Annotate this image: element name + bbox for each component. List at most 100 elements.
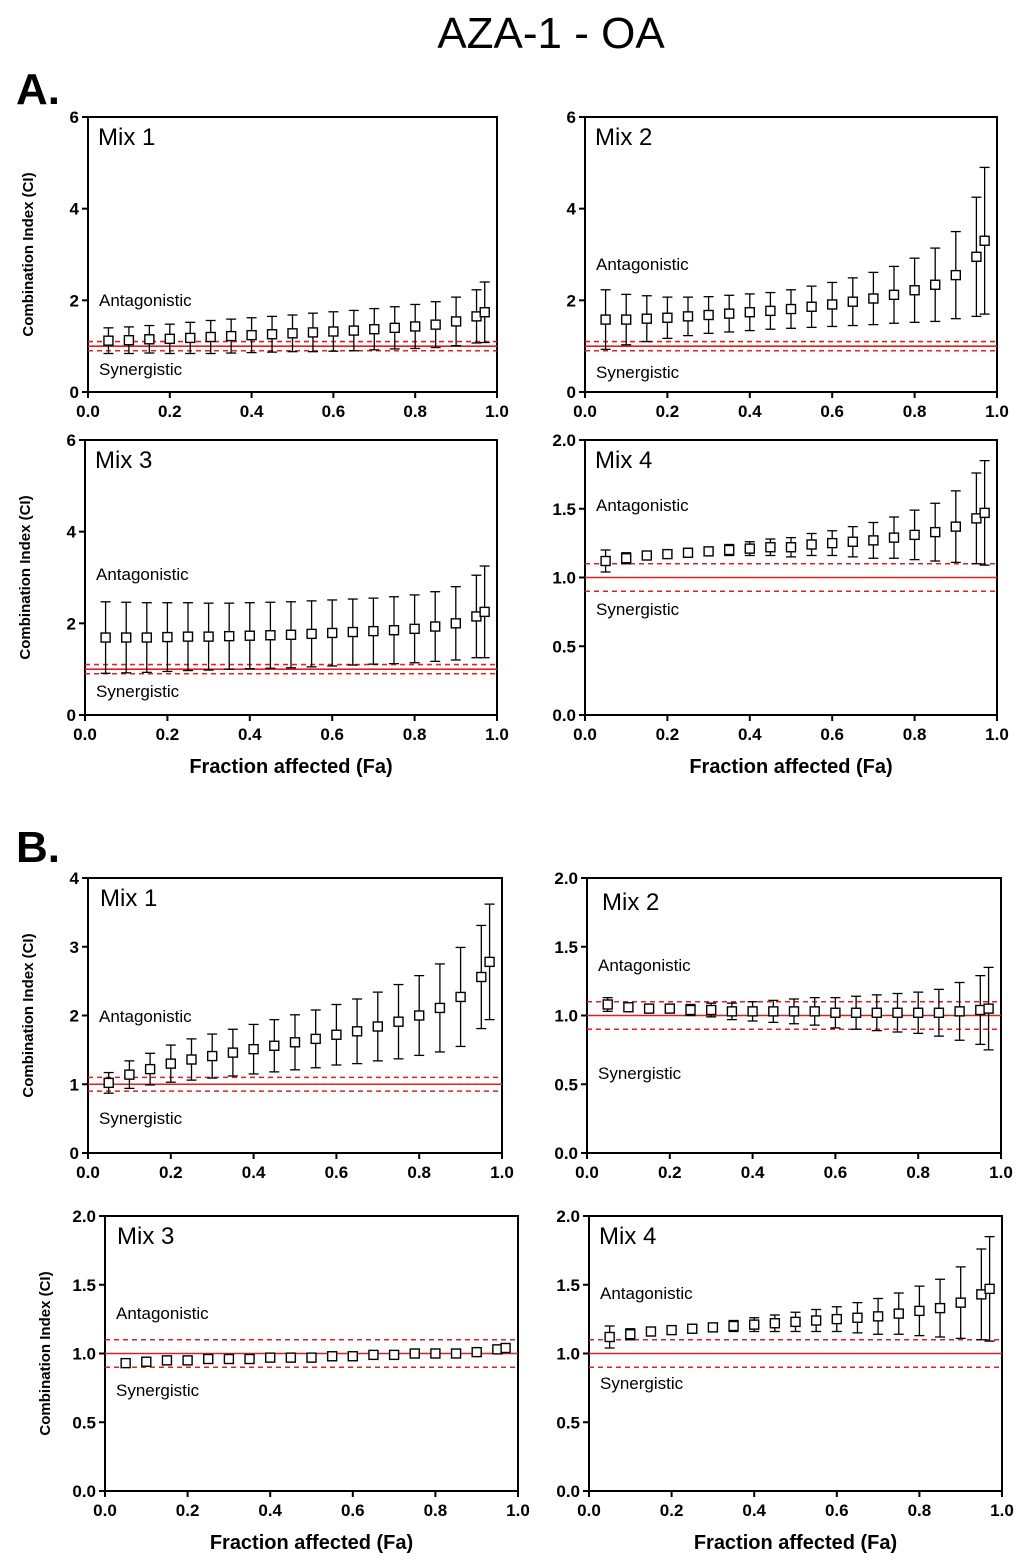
antagonistic-label: Antagonistic <box>600 1284 693 1303</box>
data-point <box>123 335 135 346</box>
x-tick-label: 0.0 <box>573 402 597 421</box>
x-tick-label: 0.0 <box>73 725 97 744</box>
data-point <box>500 1342 511 1354</box>
data-point <box>471 1346 482 1358</box>
data-point <box>368 1349 379 1361</box>
data-point <box>161 1355 173 1366</box>
y-tick-label: 2.0 <box>72 1207 96 1226</box>
panel-title: Mix 1 <box>98 124 155 151</box>
data-point <box>703 546 714 557</box>
y-tick-label: 1.5 <box>554 938 578 957</box>
data-point <box>410 321 421 332</box>
synergistic-label: Synergistic <box>96 682 180 701</box>
data-point <box>285 1352 297 1363</box>
data-point <box>244 630 256 641</box>
y-tick-label: 0.0 <box>72 1482 96 1501</box>
x-tick-label: 0.2 <box>656 402 680 421</box>
data-point <box>707 1322 719 1333</box>
data-point <box>747 1006 758 1017</box>
panel-b-mix-2: 0.0 0.2 0.4 0.6 0.8 1.0 0.0 0.5 1.0 1.5 2.0 Mix 2 An… <box>554 869 1012 1182</box>
x-tick-label: 0.2 <box>658 1163 682 1182</box>
x-tick-label: 1.0 <box>990 1501 1014 1520</box>
data-point <box>182 631 194 642</box>
y-tick-label: 1 <box>70 1075 79 1094</box>
panel-title: Mix 3 <box>117 1223 174 1250</box>
y-tick-label: 0.5 <box>72 1413 96 1432</box>
data-point <box>909 285 920 296</box>
data-point <box>203 631 214 642</box>
data-point <box>600 555 611 567</box>
data-point <box>827 537 838 549</box>
x-tick-label: 1.0 <box>506 1501 530 1520</box>
x-tick-label: 0.4 <box>258 1501 282 1520</box>
data-point <box>347 1351 358 1362</box>
data-point <box>455 991 466 1003</box>
x-tick-label: 0.8 <box>903 725 927 744</box>
data-point <box>950 269 961 281</box>
data-point <box>831 1313 842 1325</box>
x-tick-label: 0.8 <box>903 402 927 421</box>
x-tick-label: 0.6 <box>824 1163 848 1182</box>
data-point <box>768 1006 779 1017</box>
data-point <box>827 299 838 310</box>
data-point <box>372 1021 383 1032</box>
y-tick-label: 2.0 <box>556 1207 580 1226</box>
data-point <box>950 521 961 532</box>
x-axis-title: Fraction affected (Fa) <box>210 1532 413 1554</box>
data-point <box>806 301 817 312</box>
y-tick-label: 0.0 <box>554 1144 578 1163</box>
x-tick-label: 0.6 <box>320 725 344 744</box>
panel-a-mix-4: 0.0 0.2 0.4 0.6 0.8 1.0 0.0 0.5 1.0 1.5 2.0 Mix 4 An… <box>552 431 1008 778</box>
data-point <box>979 507 990 519</box>
y-tick-label: 4 <box>67 523 77 542</box>
y-tick-label: 0.0 <box>556 1482 580 1501</box>
y-tick-label: 2.0 <box>552 431 576 450</box>
data-point <box>830 1007 841 1018</box>
data-point <box>685 1004 696 1016</box>
data-point <box>388 1349 400 1361</box>
y-axis-title: Combination Index (CI) <box>37 1271 54 1435</box>
data-point <box>933 1007 945 1018</box>
panel-title: Mix 3 <box>95 447 152 474</box>
y-tick-label: 6 <box>70 108 79 127</box>
data-point <box>806 539 817 550</box>
panel-b-mix-1: 0.0 0.2 0.4 0.6 0.8 1.0 0 1 2 3 4 Mix 1 Antagonistic… <box>20 869 514 1182</box>
data-point <box>164 333 176 345</box>
x-tick-label: 0.0 <box>76 402 100 421</box>
y-tick-label: 0 <box>70 1144 79 1163</box>
x-tick-label: 0.2 <box>158 402 182 421</box>
synergistic-label: Synergistic <box>596 600 680 619</box>
data-point <box>430 1348 441 1359</box>
data-point <box>307 327 319 338</box>
y-tick-label: 2 <box>567 291 576 310</box>
data-point <box>269 1040 280 1051</box>
y-tick-label: 1.0 <box>554 1007 578 1026</box>
data-point <box>328 326 339 337</box>
data-point <box>141 1356 152 1367</box>
data-point <box>871 1007 882 1018</box>
data-point <box>868 293 879 304</box>
data-point <box>769 1318 781 1329</box>
data-point <box>602 999 613 1010</box>
data-point <box>141 632 153 643</box>
data-point <box>327 627 338 639</box>
x-tick-label: 0.4 <box>238 725 262 744</box>
data-point <box>388 625 400 636</box>
data-point <box>625 1329 636 1340</box>
data-point <box>621 553 632 564</box>
antagonistic-label: Antagonistic <box>596 496 689 515</box>
data-point <box>847 536 858 547</box>
y-tick-label: 1.0 <box>552 569 576 588</box>
synergistic-label: Synergistic <box>99 1109 183 1128</box>
antagonistic-label: Antagonistic <box>99 1007 192 1026</box>
data-point <box>265 630 276 641</box>
data-point <box>979 235 990 246</box>
data-point <box>203 1353 214 1365</box>
synergistic-label: Synergistic <box>596 363 680 382</box>
data-point <box>144 1063 156 1075</box>
figure-title: AZA-1 - OA <box>437 9 665 58</box>
data-point <box>809 1006 820 1017</box>
data-point <box>144 334 155 345</box>
plot-frame <box>584 116 998 393</box>
data-point <box>984 1283 995 1295</box>
